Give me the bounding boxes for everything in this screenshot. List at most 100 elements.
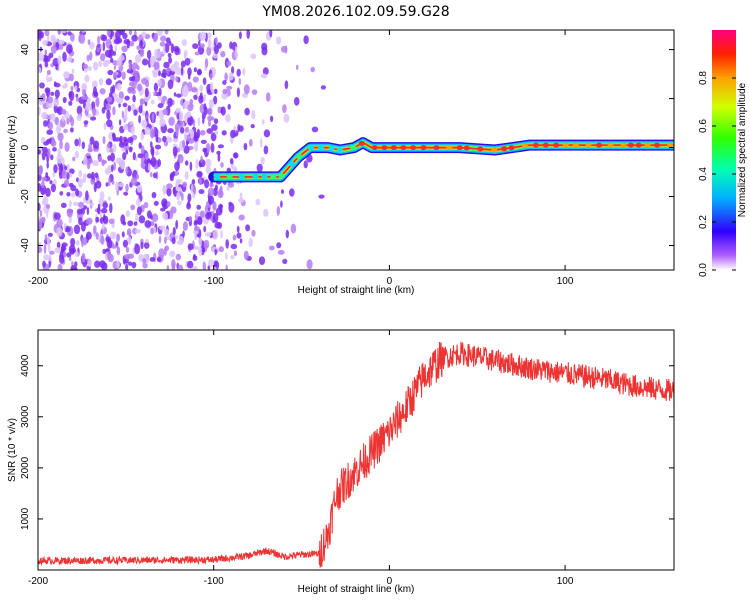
noise-speckle xyxy=(94,260,101,268)
noise-speckle xyxy=(65,226,71,233)
noise-speckle xyxy=(199,31,207,41)
noise-speckle xyxy=(115,181,119,192)
noise-speckle xyxy=(136,206,142,216)
noise-speckle xyxy=(74,138,79,147)
noise-speckle xyxy=(149,257,156,262)
noise-speckle xyxy=(156,30,164,37)
noise-speckle xyxy=(280,45,288,53)
noise-speckle xyxy=(127,105,132,112)
noise-speckle xyxy=(172,186,176,195)
noise-speckle xyxy=(163,212,168,221)
noise-speckle xyxy=(261,46,268,56)
noise-speckle xyxy=(61,115,65,122)
noise-speckle xyxy=(282,258,288,264)
noise-speckle xyxy=(260,157,265,165)
noise-speckle xyxy=(123,139,129,147)
noise-speckle xyxy=(102,41,106,52)
noise-speckle xyxy=(51,136,55,146)
noise-speckle xyxy=(200,139,207,144)
noise-speckle xyxy=(66,44,73,54)
spectrogram-frame xyxy=(37,29,675,271)
noise-speckle xyxy=(45,209,49,219)
noise-speckle xyxy=(112,143,117,153)
noise-speckle xyxy=(161,50,167,55)
noise-speckle xyxy=(177,264,184,270)
noise-speckle xyxy=(71,68,75,74)
noise-speckle xyxy=(121,71,126,80)
noise-speckle xyxy=(191,179,196,185)
noise-speckle xyxy=(207,211,212,219)
noise-speckle xyxy=(108,218,115,225)
noise-speckle xyxy=(81,141,86,150)
noise-speckle xyxy=(125,246,130,253)
noise-speckle xyxy=(235,46,238,52)
noise-speckle xyxy=(167,79,174,90)
noise-speckle xyxy=(194,220,200,225)
noise-speckle xyxy=(200,155,203,163)
noise-speckle xyxy=(251,229,256,237)
noise-speckle xyxy=(133,73,140,83)
x-tick-label: -100 xyxy=(204,576,224,587)
noise-speckle xyxy=(188,137,195,144)
noise-speckle xyxy=(87,259,93,267)
noise-speckle xyxy=(61,242,68,247)
noise-speckle xyxy=(227,103,231,110)
noise-speckle xyxy=(146,49,152,60)
noise-speckle xyxy=(97,35,100,45)
noise-speckle xyxy=(168,70,176,76)
noise-speckle xyxy=(198,189,205,195)
noise-speckle xyxy=(89,51,93,61)
noise-speckle xyxy=(106,96,113,103)
noise-speckle xyxy=(263,129,271,138)
noise-speckle xyxy=(202,261,206,270)
noise-speckle xyxy=(150,156,157,167)
noise-speckle xyxy=(116,260,120,269)
noise-speckle xyxy=(187,115,194,126)
ridge-blob xyxy=(654,142,660,148)
noise-speckle xyxy=(59,254,65,264)
noise-speckle xyxy=(226,60,232,67)
noise-speckle xyxy=(111,180,115,185)
ridge-blob xyxy=(358,140,365,146)
noise-speckle xyxy=(166,264,170,270)
noise-speckle xyxy=(50,113,56,122)
noise-speckle xyxy=(113,65,117,70)
noise-speckle xyxy=(100,235,105,245)
noise-speckle xyxy=(157,103,164,109)
noise-speckle xyxy=(141,31,147,38)
noise-speckle xyxy=(81,95,89,101)
noise-speckle xyxy=(107,155,112,162)
noise-speckle xyxy=(70,32,75,42)
noise-speckle xyxy=(237,124,241,132)
noise-speckle xyxy=(213,95,218,105)
noise-speckle xyxy=(64,179,70,187)
noise-speckle xyxy=(175,107,181,113)
noise-speckle xyxy=(141,77,148,85)
noise-speckle xyxy=(95,216,100,223)
noise-speckle xyxy=(40,184,47,195)
ridge-blob xyxy=(532,142,539,148)
noise-speckle xyxy=(179,120,183,130)
noise-speckle xyxy=(131,75,136,82)
noise-speckle xyxy=(228,72,234,81)
noise-speckle xyxy=(64,165,68,171)
noise-speckle xyxy=(113,72,117,79)
ridge-blob xyxy=(336,147,343,153)
noise-speckle xyxy=(269,245,275,251)
noise-speckle xyxy=(207,195,215,205)
noise-speckle xyxy=(121,231,125,238)
ridge-blob xyxy=(596,142,603,148)
noise-speckle xyxy=(82,177,87,183)
noise-speckle xyxy=(152,172,158,179)
noise-speckle xyxy=(198,177,202,186)
noise-speckle xyxy=(320,85,326,90)
noise-speckle xyxy=(204,179,210,189)
noise-speckle xyxy=(83,205,87,210)
ridge-blob xyxy=(620,142,627,148)
noise-speckle xyxy=(195,210,201,217)
noise-speckle xyxy=(230,243,238,250)
noise-speckle xyxy=(56,107,60,114)
noise-speckle xyxy=(138,114,142,124)
noise-speckle xyxy=(132,94,136,103)
